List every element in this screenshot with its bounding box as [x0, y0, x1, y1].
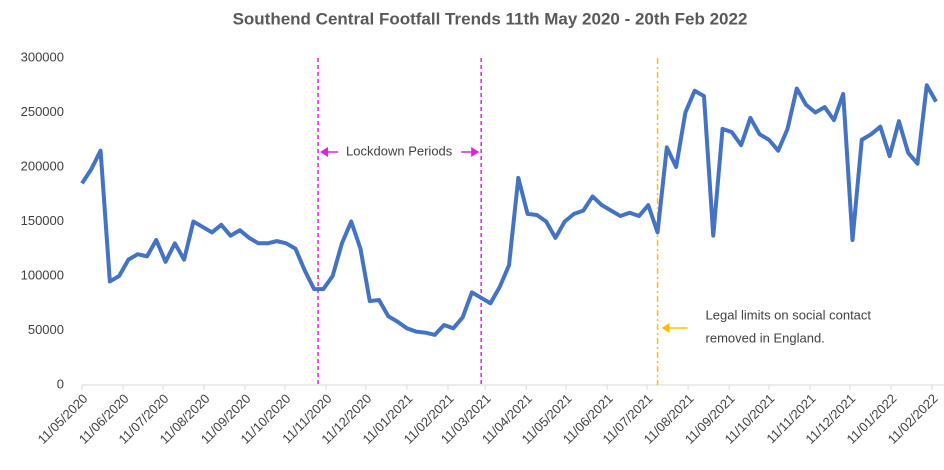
annotation: Lockdown Periods — [346, 143, 453, 158]
y-tick-label: 200000 — [21, 158, 64, 173]
y-tick-label: 100000 — [21, 267, 64, 282]
annotation: Legal limits on social contact — [706, 307, 872, 322]
y-tick-label: 0 — [57, 376, 64, 391]
y-tick-label: 50000 — [28, 322, 64, 337]
arrow-head — [471, 147, 480, 157]
arrow-head — [320, 147, 329, 157]
data-line — [80, 83, 938, 337]
arrow-head — [661, 323, 670, 333]
plot-area — [80, 83, 938, 337]
y-tick-label: 250000 — [21, 104, 64, 119]
chart-title: Southend Central Footfall Trends 11th Ma… — [233, 9, 748, 28]
y-tick-label: 300000 — [21, 49, 64, 64]
annotation: removed in England. — [706, 330, 825, 345]
y-tick-label: 150000 — [21, 213, 64, 228]
